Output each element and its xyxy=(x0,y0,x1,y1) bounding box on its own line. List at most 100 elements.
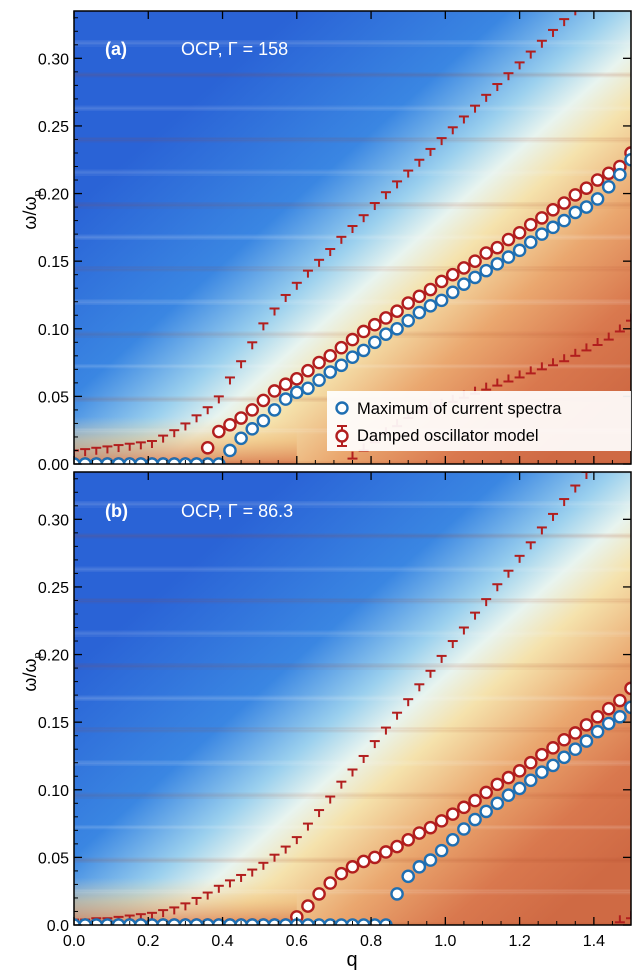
current-spectra-max-point xyxy=(468,812,482,827)
current-spectra-max-point xyxy=(245,918,260,925)
damped-oscillator-point xyxy=(523,217,538,232)
damped-oscillator-point xyxy=(301,363,315,378)
current-spectra-max-point xyxy=(624,700,631,715)
current-spectra-max-point xyxy=(601,179,616,194)
panel-b: 0.0 0.05 0.10 0.15 0.20 0.25 0.30 0.0 0.2 0.4 0.6… xyxy=(20,11,632,971)
y-tick-label: 0.05 xyxy=(38,389,69,406)
current-spectra-max-point xyxy=(423,298,438,313)
damped-oscillator-point xyxy=(468,793,482,808)
damped-oscillator-point xyxy=(590,173,605,187)
current-spectra-max-point xyxy=(479,804,493,819)
damped-oscillator-point xyxy=(590,709,605,724)
damped-oscillator-point xyxy=(334,340,349,355)
y-tick-label: 0.10 xyxy=(38,322,69,339)
damped-oscillator-point xyxy=(256,393,271,408)
current-spectra-max-point xyxy=(434,293,449,308)
current-spectra-max-point xyxy=(312,918,326,925)
y-tick-label: 0.10 xyxy=(38,783,69,800)
chart-marks-b xyxy=(74,472,631,925)
current-spectra-max-point xyxy=(568,205,583,220)
damped-oscillator-point xyxy=(212,424,226,439)
damped-oscillator-point xyxy=(490,777,505,792)
heatmap-background-b xyxy=(74,472,631,925)
damped-oscillator-point xyxy=(457,800,471,815)
damped-oscillator-point xyxy=(601,166,616,181)
legend-label-damped: Damped oscillator model xyxy=(357,427,539,445)
current-spectra-max-point xyxy=(111,918,126,925)
current-spectra-max-point xyxy=(367,918,382,925)
current-spectra-max-point xyxy=(301,381,315,396)
damped-oscillator-point xyxy=(434,814,449,828)
x-axis-label: q xyxy=(346,949,357,971)
y-axis-ticks-a: 0.00 0.05 0.10 0.15 0.20 0.25 0.30 xyxy=(38,17,631,474)
y-axis-label-b: ω/ωp xyxy=(20,652,44,691)
current-spectra-max-point xyxy=(256,918,271,925)
current-spectra-max-point xyxy=(301,918,315,925)
current-spectra-max-point xyxy=(512,781,527,796)
x-tick-label: 1.0 xyxy=(434,933,456,950)
current-spectra-max-point xyxy=(267,403,282,417)
current-spectra-max-point xyxy=(613,709,627,724)
panel-title-a: OCP, Γ = 158 xyxy=(181,39,288,59)
current-spectra-max-point xyxy=(134,918,148,925)
damped-oscillator-point xyxy=(501,232,516,247)
current-spectra-max-point xyxy=(535,227,549,241)
damped-oscillator-point xyxy=(613,693,627,708)
damped-oscillator-point xyxy=(457,261,471,275)
damped-oscillator-point xyxy=(356,324,371,339)
damped-oscillator-point xyxy=(535,747,549,762)
panel-title-b: OCP, Γ = 86.3 xyxy=(181,501,293,521)
damped-oscillator-point xyxy=(568,188,583,202)
y-axis-label-a: ω/ωp xyxy=(20,190,44,229)
current-spectra-max-point xyxy=(401,313,416,328)
x-tick-label: 0.6 xyxy=(286,933,308,950)
damped-oscillator-point xyxy=(200,440,215,455)
x-tick-label: 0.8 xyxy=(360,933,382,950)
current-spectra-max-point xyxy=(200,918,215,925)
current-spectra-max-point xyxy=(189,918,204,925)
damped-oscillator-point xyxy=(546,202,560,217)
damped-oscillator-point xyxy=(289,372,304,386)
current-spectra-max-point xyxy=(256,413,271,428)
current-spectra-max-point xyxy=(624,152,631,167)
current-spectra-max-point xyxy=(245,422,260,436)
current-spectra-max-point xyxy=(512,243,527,258)
damped-oscillator-point xyxy=(334,866,349,881)
current-spectra-max-point xyxy=(601,716,616,731)
current-spectra-max-point xyxy=(457,277,471,291)
damped-oscillator-point xyxy=(445,267,460,282)
current-spectra-max-point xyxy=(100,918,115,925)
current-spectra-max-point xyxy=(379,327,393,341)
damped-oscillator-point xyxy=(423,820,438,835)
current-spectra-max-point xyxy=(89,918,104,925)
damped-oscillator-point xyxy=(390,304,404,318)
current-spectra-max-point xyxy=(278,918,293,925)
damped-oscillator-point xyxy=(323,876,338,890)
current-spectra-max-point xyxy=(445,285,460,300)
current-spectra-max-point xyxy=(289,385,304,400)
current-spectra-max-point xyxy=(412,305,427,320)
damped-oscillator-point xyxy=(490,240,505,255)
damped-oscillator-point xyxy=(412,826,427,840)
x-axis-ticks: 0.0 0.2 0.4 0.6 0.8 1.0 1.2 1.4 xyxy=(63,11,613,950)
current-spectra-max-point xyxy=(490,796,505,811)
current-spectra-max-point xyxy=(523,235,538,250)
damped-oscillator-point xyxy=(356,854,371,869)
damped-oscillator-point xyxy=(312,887,326,901)
damped-oscillator-point xyxy=(579,181,594,195)
damped-oscillator-point xyxy=(345,332,360,347)
damped-oscillator-point xyxy=(379,845,393,859)
current-spectra-max-point xyxy=(145,918,159,925)
damped-oscillator-point xyxy=(379,311,393,325)
current-spectra-max-point xyxy=(490,257,505,271)
current-spectra-max-point xyxy=(323,918,338,925)
y-tick-label: 0.30 xyxy=(38,512,69,529)
current-spectra-max-point xyxy=(468,270,482,285)
damped-oscillator-point xyxy=(412,289,427,304)
current-spectra-max-point xyxy=(390,887,404,901)
damped-oscillator-point xyxy=(512,764,527,778)
damped-oscillator-point xyxy=(479,785,493,800)
current-spectra-max-point xyxy=(579,200,594,214)
heatmap-texture-b xyxy=(74,501,631,925)
damped-oscillator-point xyxy=(568,726,583,740)
